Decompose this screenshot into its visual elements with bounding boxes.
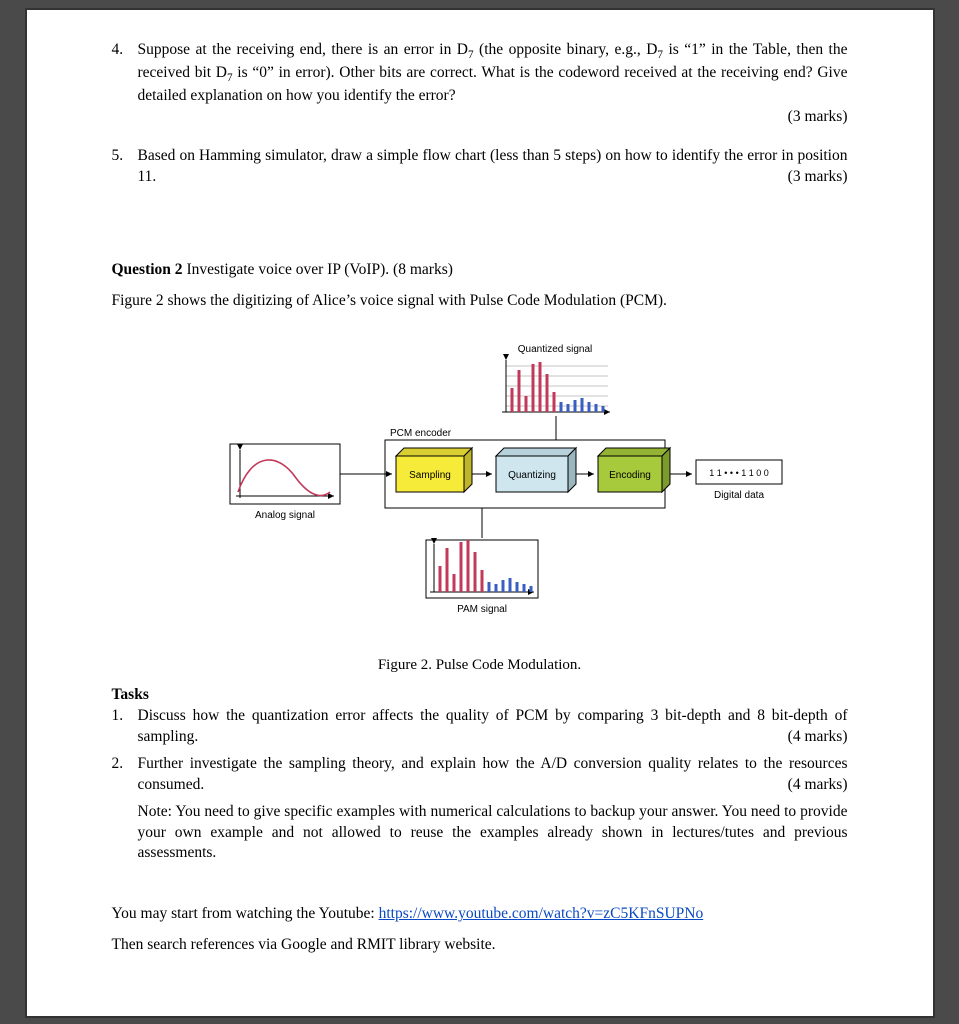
sampling-box: Sampling <box>396 448 472 492</box>
text: Based on Hamming simulator, draw a simpl… <box>138 147 848 185</box>
list-body: Further investigate the sampling theory,… <box>138 754 848 796</box>
q1-item-4: 4. Suppose at the receiving end, there i… <box>112 40 848 128</box>
encoding-label: Encoding <box>609 470 651 481</box>
text: (the opposite binary, e.g., D <box>474 41 658 58</box>
list-number: 5. <box>112 146 138 188</box>
list-number: 2. <box>112 754 138 796</box>
marks: (4 marks) <box>788 775 848 796</box>
analog-label: Analog signal <box>254 510 314 521</box>
page: 4. Suppose at the receiving end, there i… <box>25 8 935 1018</box>
list-body: Discuss how the quantization error affec… <box>138 706 848 748</box>
quantized-label: Quantized signal <box>517 344 592 355</box>
pcm-encoder-label: PCM encoder <box>390 428 452 439</box>
list-number: 1. <box>112 706 138 748</box>
quantized-chart <box>500 358 612 416</box>
pam-chart <box>426 540 538 598</box>
question-2-heading: Question 2 Investigate voice over IP (Vo… <box>112 260 848 281</box>
figure-2: Quantized signal PCM encoder <box>112 340 848 675</box>
task-2: 2. Further investigate the sampling theo… <box>112 754 848 796</box>
digital-bits: 1 1 • • • 1 1 0 0 <box>709 468 769 478</box>
list-body: Based on Hamming simulator, draw a simpl… <box>138 146 848 188</box>
youtube-line: You may start from watching the Youtube:… <box>112 904 848 925</box>
pam-label: PAM signal <box>457 604 507 615</box>
marks: (3 marks) <box>138 107 848 128</box>
q1-item-5: 5. Based on Hamming simulator, draw a si… <box>112 146 848 188</box>
tasks-heading: Tasks <box>112 685 848 706</box>
analog-signal-box <box>230 444 340 504</box>
encoding-box: Encoding <box>598 448 670 492</box>
text: is “0” in error). Other bits are correct… <box>138 64 848 104</box>
digital-label: Digital data <box>713 490 763 501</box>
text: Further investigate the sampling theory,… <box>138 755 848 793</box>
quantizing-label: Quantizing <box>508 470 556 481</box>
heading-rest: Investigate voice over IP (VoIP). (8 mar… <box>183 261 453 278</box>
q2-intro: Figure 2 shows the digitizing of Alice’s… <box>112 291 848 312</box>
tasks-note: Note: You need to give specific examples… <box>138 802 848 865</box>
marks: (4 marks) <box>788 727 848 748</box>
list-number: 4. <box>112 40 138 128</box>
text: Suppose at the receiving end, there is a… <box>138 41 469 58</box>
quantizing-box: Quantizing <box>496 448 576 492</box>
text: Discuss how the quantization error affec… <box>138 707 848 745</box>
list-body: Suppose at the receiving end, there is a… <box>138 40 848 128</box>
marks: (3 marks) <box>788 167 848 188</box>
pcm-diagram: Quantized signal PCM encoder <box>160 340 800 640</box>
sampling-label: Sampling <box>409 470 451 481</box>
heading-bold: Question 2 <box>112 261 183 278</box>
task-1: 1. Discuss how the quantization error af… <box>112 706 848 748</box>
search-refs: Then search references via Google and RM… <box>112 935 848 956</box>
text: You may start from watching the Youtube: <box>112 905 379 922</box>
figure-caption: Figure 2. Pulse Code Modulation. <box>112 655 848 675</box>
youtube-link[interactable]: https://www.youtube.com/watch?v=zC5KFnSU… <box>379 905 704 922</box>
